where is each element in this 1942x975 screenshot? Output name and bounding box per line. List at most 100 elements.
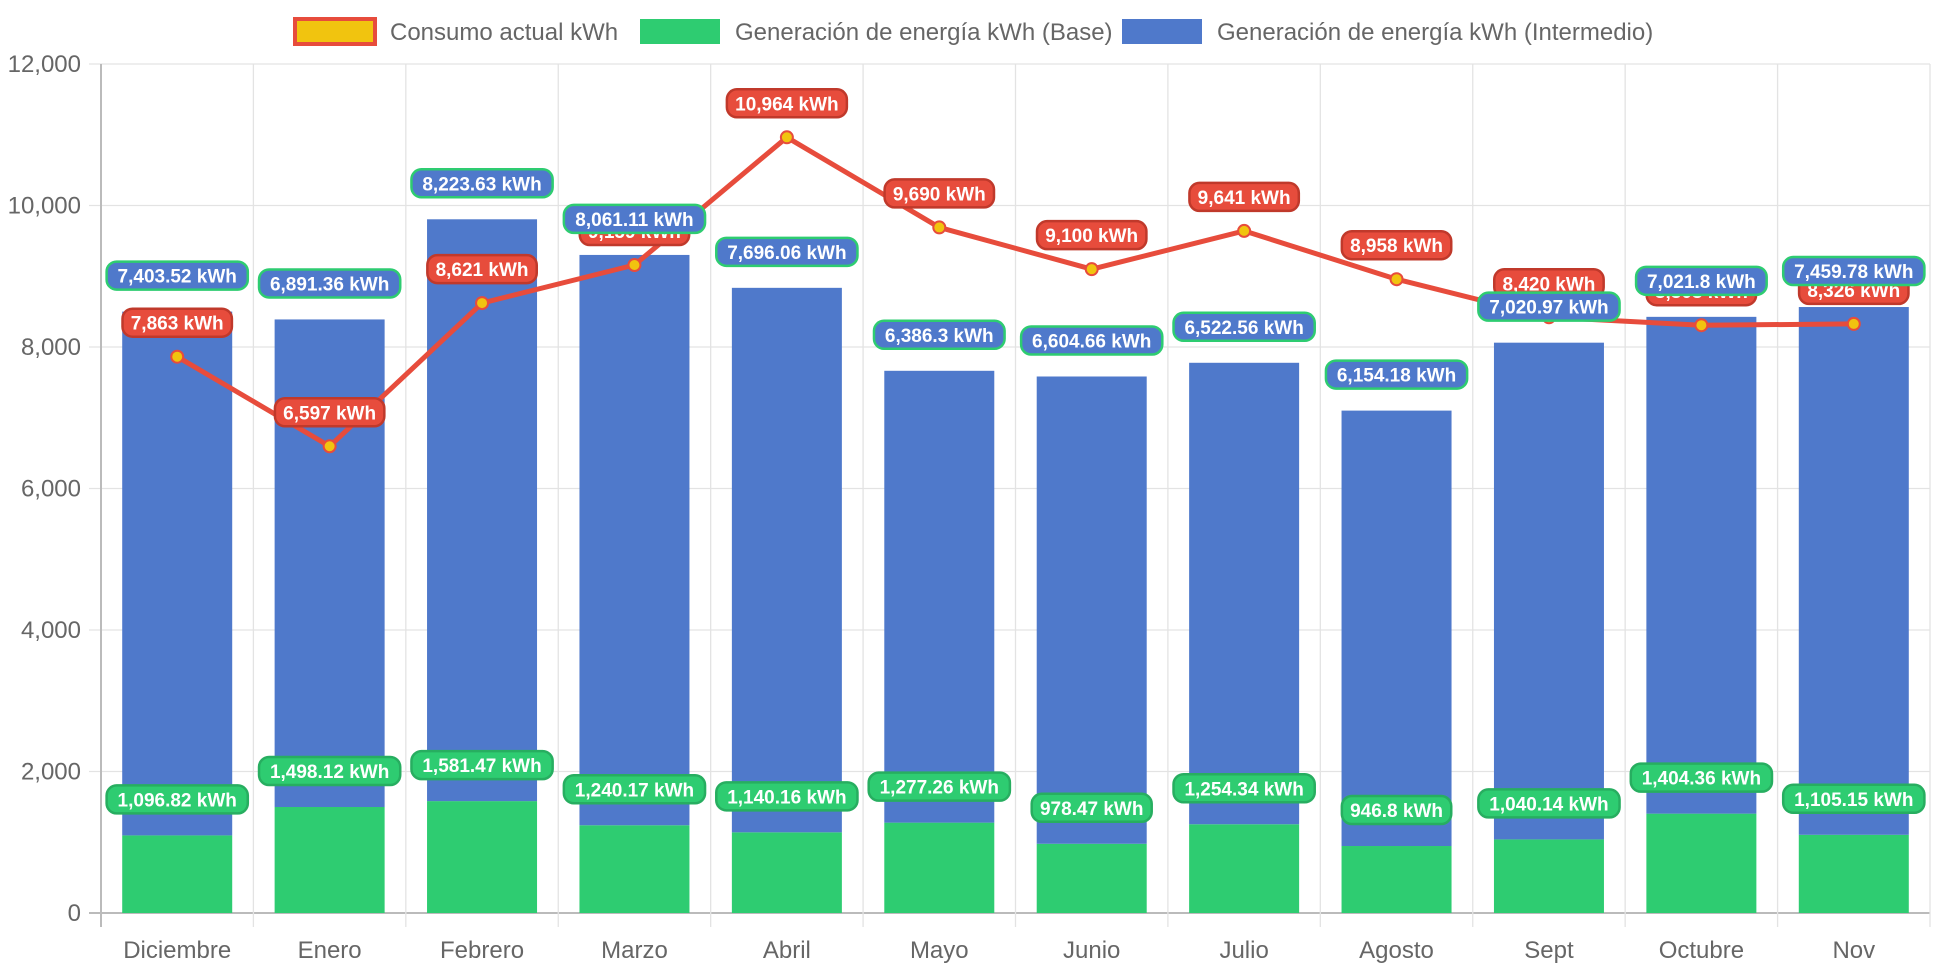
base-value-label-bg (715, 781, 859, 812)
bar-intermedio[interactable] (1798, 307, 1909, 835)
consumption-point[interactable] (322, 439, 337, 454)
bar-base[interactable] (1036, 843, 1147, 913)
bar-intermedio[interactable] (1189, 362, 1300, 825)
base-value-label-bg (1030, 792, 1153, 824)
legend-item[interactable]: Generación de energía kWh (Intermedio) (1122, 19, 1653, 46)
consumption-point[interactable] (1694, 318, 1709, 333)
consumption-point[interactable] (475, 296, 490, 311)
intermedio-value-label-text: 6,522.56 kWh (1184, 318, 1303, 339)
consumption-value-label-text: 9,690 kWh (893, 184, 986, 205)
legend[interactable]: Consumo actual kWh Generación de energía … (293, 17, 1653, 46)
intermedio-value-label-bg (1477, 291, 1621, 322)
base-value-label-bg (1340, 794, 1453, 826)
consumption-value-label: 9,690 kWh (883, 178, 996, 209)
consumption-value-label-text: 9,100 kWh (1045, 226, 1138, 247)
bar-intermedio[interactable] (1493, 342, 1604, 840)
data-labels: 1,096.82 kWh 1,498.12 kWh 1,581.47 kWh 1,24… (105, 88, 1926, 826)
intermedio-value-label-text: 8,061.11 kWh (575, 210, 693, 231)
intermedio-value-label-text: 7,696.06 kWh (727, 243, 846, 264)
intermedio-value-label: 6,386.3 kWh (872, 319, 1006, 351)
consumption-value-label-text: 8,621 kWh (436, 260, 529, 281)
consumption-point[interactable] (932, 220, 947, 235)
base-value-label-bg (562, 774, 707, 805)
bar-base[interactable] (579, 825, 690, 913)
x-tick-label: Sept (1524, 937, 1574, 964)
bar-intermedio[interactable] (884, 370, 995, 823)
consumption-value-label: 8,958 kWh (1340, 229, 1453, 261)
base-value-label: 946.8 kWh (1340, 794, 1453, 826)
base-value-label: 1,404.36 kWh (1629, 762, 1774, 793)
base-value-label-bg (1781, 783, 1926, 815)
bar-base[interactable] (1341, 846, 1452, 913)
x-tick-label: Julio (1219, 937, 1268, 964)
bar-base[interactable] (1493, 839, 1604, 913)
consumption-value-label-bg (426, 253, 538, 285)
base-value-label-bg (1172, 773, 1316, 804)
consumption-point[interactable] (779, 130, 794, 145)
consumption-value-label: 9,100 kWh (1035, 219, 1148, 251)
base-value-label-text: 1,240.17 kWh (575, 780, 694, 801)
bar-base[interactable] (731, 832, 842, 913)
base-value-label-text: 978.47 kWh (1040, 799, 1144, 820)
bar-base[interactable] (884, 822, 995, 913)
y-tick-label: 4,000 (21, 617, 81, 644)
bar-intermedio[interactable] (1036, 376, 1147, 844)
base-value-label-bg (1477, 788, 1621, 819)
x-tick-label: Nov (1832, 937, 1875, 964)
consumption-value-label-text: 6,597 kWh (283, 403, 376, 424)
bar-base[interactable] (1189, 824, 1300, 913)
base-value-label: 1,254.34 kWh (1172, 773, 1316, 804)
intermedio-value-label: 8,223.63 kWh (410, 168, 554, 199)
bar-intermedio[interactable] (122, 311, 233, 836)
x-tick-label: Agosto (1359, 937, 1434, 964)
bar-intermedio[interactable] (1646, 316, 1757, 814)
consumption-point[interactable] (1084, 262, 1099, 277)
intermedio-value-label-bg (1634, 265, 1768, 297)
y-axis: 0 2,000 4,000 6,000 8,000 10,000 12,000 (8, 51, 81, 927)
bar-base[interactable] (1646, 813, 1757, 913)
intermedio-value-label: 6,604.66 kWh (1019, 325, 1164, 356)
bar-intermedio[interactable] (731, 287, 842, 833)
bar-intermedio[interactable] (1341, 410, 1452, 847)
consumption-point[interactable] (1846, 316, 1861, 331)
intermedio-value-label-text: 6,604.66 kWh (1032, 331, 1151, 352)
base-value-label: 1,040.14 kWh (1477, 788, 1621, 819)
consumption-point[interactable] (627, 258, 642, 273)
consumption-point[interactable] (1237, 223, 1252, 238)
base-value-label: 978.47 kWh (1030, 792, 1153, 824)
base-value-label-bg (105, 784, 250, 815)
legend-item[interactable]: Consumo actual kWh (293, 17, 618, 46)
consumption-point[interactable] (1389, 272, 1404, 287)
intermedio-value-label-bg (1019, 325, 1164, 356)
consumption-value-label-bg (273, 397, 386, 428)
consumption-value-label-bg (883, 178, 996, 209)
base-value-label-text: 1,096.82 kWh (118, 790, 237, 811)
x-axis: Diciembre Enero Febrero Marzo Abril Mayo Junio… (123, 937, 1875, 964)
consumption-value-label-text: 7,863 kWh (131, 314, 224, 335)
base-value-label-text: 1,277.26 kWh (880, 778, 999, 799)
base-value-label-bg (257, 755, 402, 787)
x-tick-label: Febrero (440, 937, 524, 964)
intermedio-value-label-text: 6,891.36 kWh (270, 274, 389, 295)
bar-base[interactable] (427, 801, 538, 913)
intermedio-value-label-text: 7,021.8 kWh (1647, 272, 1756, 293)
base-value-label: 1,277.26 kWh (867, 771, 1012, 802)
bar-intermedio[interactable] (274, 319, 385, 808)
consumption-value-label: 10,964 kWh (725, 88, 849, 119)
consumption-point[interactable] (170, 349, 185, 364)
bar-base[interactable] (274, 807, 385, 913)
intermedio-value-label: 6,891.36 kWh (257, 268, 402, 299)
intermedio-value-label-bg (562, 203, 707, 235)
legend-item[interactable]: Generación de energía kWh (Base) (640, 19, 1113, 46)
bar-base[interactable] (1798, 834, 1909, 913)
bar-intermedio[interactable] (427, 219, 538, 802)
consumption-value-label-bg (725, 88, 849, 119)
x-tick-label: Marzo (601, 937, 668, 964)
bar-base[interactable] (122, 835, 233, 913)
consumption-value-label-text: 8,958 kWh (1350, 236, 1443, 257)
base-value-label-bg (410, 749, 554, 781)
base-value-label: 1,140.16 kWh (715, 781, 859, 812)
intermedio-value-label: 7,696.06 kWh (715, 236, 859, 268)
bar-intermedio[interactable] (579, 254, 690, 826)
